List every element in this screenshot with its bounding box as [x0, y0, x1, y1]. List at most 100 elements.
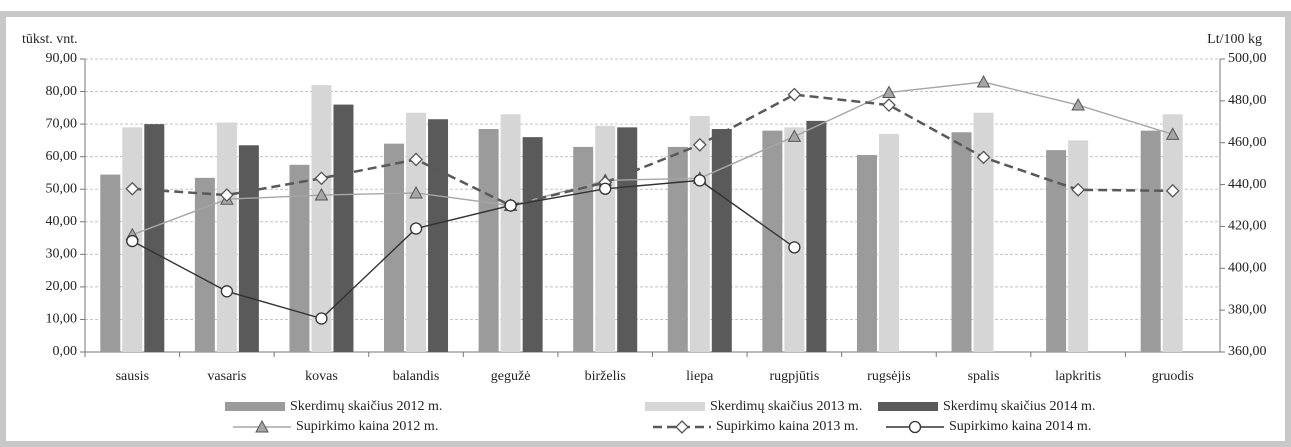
marker — [1071, 182, 1086, 197]
legend-swatch — [645, 402, 705, 411]
marker — [1165, 183, 1180, 198]
y-tick-label: 10,00 — [46, 312, 78, 327]
legend-label: Skerdimų skaičius 2014 m. — [943, 399, 1095, 414]
x-tick-label: lapkritis — [1055, 369, 1101, 384]
y-tick-label: 0,00 — [53, 344, 78, 359]
bar — [100, 174, 121, 352]
bar — [617, 127, 638, 352]
x-tick-label: vasaris — [207, 369, 246, 384]
bar — [238, 145, 259, 352]
bar — [878, 133, 899, 352]
bar — [1046, 150, 1067, 352]
y2-tick-label: 420,00 — [1228, 219, 1267, 234]
y-axis-label: tūkst. vnt. — [22, 32, 78, 47]
legend-label: Skerdimų skaičius 2013 m. — [710, 399, 862, 414]
legend-label: Skerdimų skaičius 2012 m. — [290, 399, 442, 414]
y2-tick-label: 440,00 — [1228, 177, 1267, 192]
line — [132, 93, 1173, 207]
marker — [409, 152, 423, 167]
marker — [409, 185, 423, 199]
bar — [522, 137, 543, 352]
bar — [856, 155, 877, 352]
x-tick-label: gruodis — [1152, 369, 1194, 384]
x-tick-label: spalis — [968, 369, 1000, 384]
bar — [144, 124, 165, 352]
y-tick-label: 30,00 — [46, 247, 78, 262]
y2-tick-label: 480,00 — [1228, 93, 1267, 108]
marker — [788, 241, 801, 254]
bar — [573, 146, 594, 352]
marker — [315, 312, 328, 325]
x-tick-label: balandis — [393, 369, 440, 384]
marker — [787, 87, 802, 102]
y2-tick-label: 460,00 — [1228, 135, 1267, 150]
marker — [126, 234, 139, 248]
marker — [976, 150, 991, 165]
x-tick-label: sausis — [116, 369, 149, 384]
y-tick-label: 90,00 — [46, 51, 78, 66]
bar — [711, 128, 732, 352]
bar — [762, 130, 783, 352]
bar — [384, 143, 405, 352]
bar — [216, 122, 237, 352]
marker — [125, 181, 140, 196]
bar — [1068, 140, 1089, 352]
bar — [1140, 130, 1161, 352]
y-tick-label: 50,00 — [46, 181, 78, 196]
x-tick-label: kovas — [305, 369, 338, 384]
legend-marker — [255, 419, 269, 433]
marker — [693, 174, 706, 187]
marker — [219, 188, 234, 202]
marker — [599, 182, 612, 195]
bar — [311, 85, 332, 353]
bar — [333, 104, 354, 352]
y-tick-label: 60,00 — [46, 149, 78, 164]
bar — [951, 132, 972, 352]
x-tick-label: birželis — [585, 369, 626, 384]
legend-swatch — [878, 402, 938, 411]
marker — [882, 98, 896, 112]
legend-marker — [908, 420, 922, 434]
line — [131, 179, 795, 320]
bar — [667, 146, 688, 352]
legend-swatch — [225, 402, 285, 411]
bar — [428, 119, 449, 352]
bar — [689, 115, 710, 352]
legend-label: Supirkimo kaina 2012 m. — [296, 419, 438, 434]
bar — [1162, 114, 1183, 352]
y-tick-label: 20,00 — [46, 279, 78, 294]
bar — [973, 112, 994, 352]
line — [132, 81, 1173, 236]
legend-label: Supirkimo kaina 2013 m. — [716, 419, 858, 434]
y-tick-label: 70,00 — [46, 116, 78, 131]
y2-tick-label: 400,00 — [1228, 261, 1267, 276]
y2-tick-label: 360,00 — [1228, 344, 1267, 359]
bar — [595, 125, 616, 352]
legend-marker — [675, 420, 689, 434]
y2-axis-label: Lt/100 kg — [1207, 32, 1262, 47]
x-tick-label: rugpjūtis — [769, 369, 819, 384]
marker — [787, 129, 802, 142]
marker — [409, 222, 423, 235]
legend-label: Supirkimo kaina 2014 m. — [949, 419, 1091, 434]
marker — [504, 199, 517, 212]
marker — [314, 187, 329, 201]
marker — [692, 137, 707, 152]
bar — [806, 120, 827, 352]
bar — [500, 114, 521, 352]
y2-tick-label: 380,00 — [1228, 302, 1267, 317]
y2-tick-label: 500,00 — [1228, 51, 1267, 66]
bar — [289, 164, 310, 352]
marker — [976, 74, 991, 88]
bar — [478, 128, 499, 352]
bar — [784, 127, 805, 352]
y-tick-label: 40,00 — [46, 214, 78, 229]
marker — [882, 85, 896, 98]
x-tick-label: rugsėjis — [867, 369, 911, 384]
y-tick-label: 80,00 — [46, 84, 78, 99]
x-tick-label: liepa — [686, 369, 714, 384]
marker — [314, 171, 329, 186]
marker — [1071, 97, 1085, 111]
x-tick-label: gegužė — [491, 369, 531, 384]
